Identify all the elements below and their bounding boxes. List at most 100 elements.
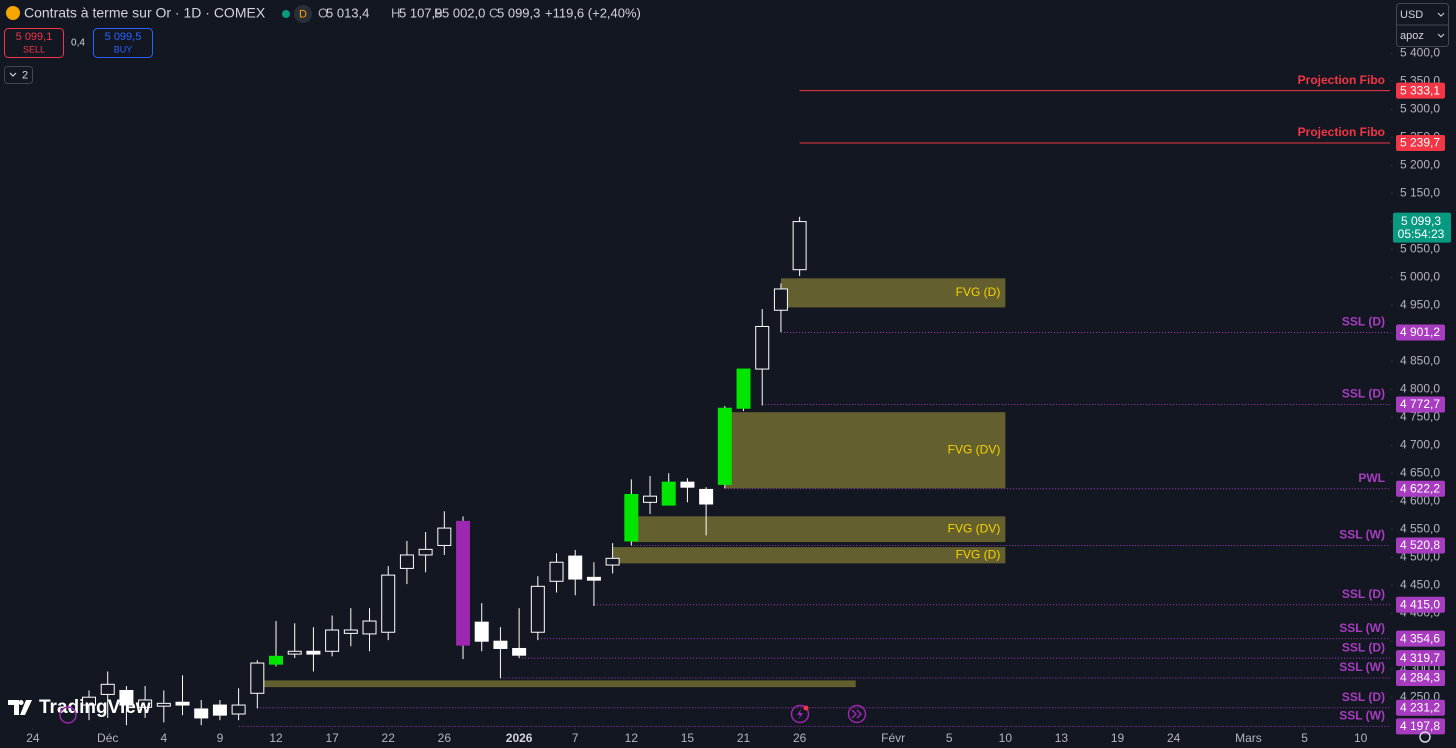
fvg-zone: [724, 412, 1006, 489]
candle-body: [156, 702, 171, 707]
price-tag: [1396, 669, 1445, 686]
price-tag-label: 4 354,6: [1400, 631, 1440, 645]
x-tick-label: 12: [269, 731, 283, 745]
unit: apoz: [1400, 30, 1424, 42]
level-label: PWL: [1358, 471, 1385, 485]
price-tag: [1396, 134, 1445, 151]
x-tick-label: 9: [217, 731, 224, 745]
x-tick-label: 19: [1111, 731, 1125, 745]
price-tag: [1396, 480, 1445, 497]
candle-body: [755, 325, 770, 370]
spread: 0,4: [71, 38, 85, 49]
x-tick-label: 17: [325, 731, 339, 745]
y-tick-label: 4 950,0: [1400, 297, 1440, 311]
alert-icon[interactable]: [790, 704, 810, 724]
candle-body: [699, 488, 714, 505]
candle-body: [456, 520, 471, 646]
price-tag-label: 4 520,8: [1400, 538, 1440, 552]
level-label: Projection Fibo: [1298, 73, 1385, 87]
symbol-icon: [6, 6, 20, 20]
ohlc-key: H: [391, 5, 400, 20]
symbol-title[interactable]: Contrats à terme sur Or · 1D · COMEX: [24, 5, 266, 21]
buy-price: 5 099,5: [105, 31, 142, 43]
badge: D: [299, 8, 307, 20]
x-tick-label: 4: [160, 731, 167, 745]
indicators-toggle[interactable]: [4, 66, 33, 84]
fvg-zone: [257, 680, 856, 688]
sell-price: 5 099,1: [16, 31, 53, 43]
last-price-tag: [1393, 212, 1451, 243]
ohlc: O5 013,4 H5 107,9B 5 002,0 C5 099,3: [318, 5, 540, 20]
candle-body: [418, 548, 433, 556]
candle-body: [512, 647, 527, 656]
candle-body: [82, 696, 97, 706]
price-tag-label: 4 284,3: [1400, 671, 1440, 685]
price-tag-label: 5 333,1: [1400, 83, 1440, 97]
price-tag-label: 4 319,7: [1400, 651, 1440, 665]
candle-body: [287, 650, 302, 655]
sell-button[interactable]: [4, 28, 64, 58]
status-dot: [282, 10, 290, 18]
level-label: SSL (D): [1342, 387, 1385, 401]
fvg-label: FVG (D): [956, 547, 1001, 561]
bolt: [797, 709, 803, 719]
y-tick-label: 5 300,0: [1400, 101, 1440, 115]
candle-body: [212, 704, 227, 716]
price-tag: [1396, 596, 1445, 613]
y-tick-label: 4 550,0: [1400, 521, 1440, 535]
x-tick-label: 5: [946, 731, 953, 745]
candle-body: [362, 620, 377, 635]
settings-icon[interactable]: [1419, 731, 1431, 743]
y-tick-label: 5 150,0: [1400, 185, 1440, 199]
candle-body: [343, 629, 358, 634]
fvg-label: FVG (DV): [948, 442, 1001, 456]
candle-body: [661, 481, 676, 506]
candle-body: [493, 640, 508, 649]
candle-body: [437, 527, 452, 546]
plot: 4 250,04 300,04 350,04 400,04 450,04 500…: [26, 45, 1451, 745]
level-label: SSL (D): [1342, 640, 1385, 654]
candle-body: [680, 481, 695, 488]
level-label: Projection Fibo: [1298, 125, 1385, 139]
ohlc-key: B: [434, 5, 443, 20]
replay-icon[interactable]: [847, 704, 867, 724]
price-tag: [1396, 324, 1445, 341]
x-tick-label: 2026: [506, 731, 533, 745]
level-label: SSL (D): [1342, 587, 1385, 601]
chevrons: [1437, 12, 1445, 38]
level-label: SSL (W): [1339, 709, 1385, 723]
fvg-label: FVG (DV): [948, 521, 1001, 535]
level-label: SSL (W): [1339, 621, 1385, 635]
candle-body: [175, 701, 190, 706]
candle-body: [773, 288, 788, 311]
y-tick-label: 4 700,0: [1400, 437, 1440, 451]
ohlc-value: 5 107,9: [399, 5, 442, 20]
x-tick-label: Févr: [881, 731, 905, 745]
level-label: SSL (D): [1342, 315, 1385, 329]
price-tag-label: 4 415,0: [1400, 597, 1440, 611]
candle-body: [474, 621, 489, 642]
candle-body: [194, 708, 209, 719]
x-tick-label: 15: [681, 731, 695, 745]
candle-body: [605, 557, 620, 566]
y-tick-label: 4 600,0: [1400, 493, 1440, 507]
x-tick-label: 26: [793, 731, 807, 745]
candle-body: [269, 655, 284, 665]
candle-body: [736, 368, 751, 409]
buy-button[interactable]: [93, 28, 153, 58]
change: +119,6 (+2,40%): [545, 5, 641, 20]
x-tick-label: 24: [1167, 731, 1181, 745]
candle-body: [624, 493, 639, 542]
candle-body: [530, 585, 545, 633]
candle-body: [250, 662, 265, 694]
price-tag-label: 5 239,7: [1400, 136, 1440, 150]
icon[interactable]: [59, 706, 77, 724]
price-tag-label: 4 622,2: [1400, 481, 1440, 495]
fvg-label: FVG (D): [956, 285, 1001, 299]
price-tag-label: 4 772,7: [1400, 397, 1440, 411]
fvg-zone: [780, 278, 1006, 308]
x-tick-label: Déc: [97, 731, 118, 745]
